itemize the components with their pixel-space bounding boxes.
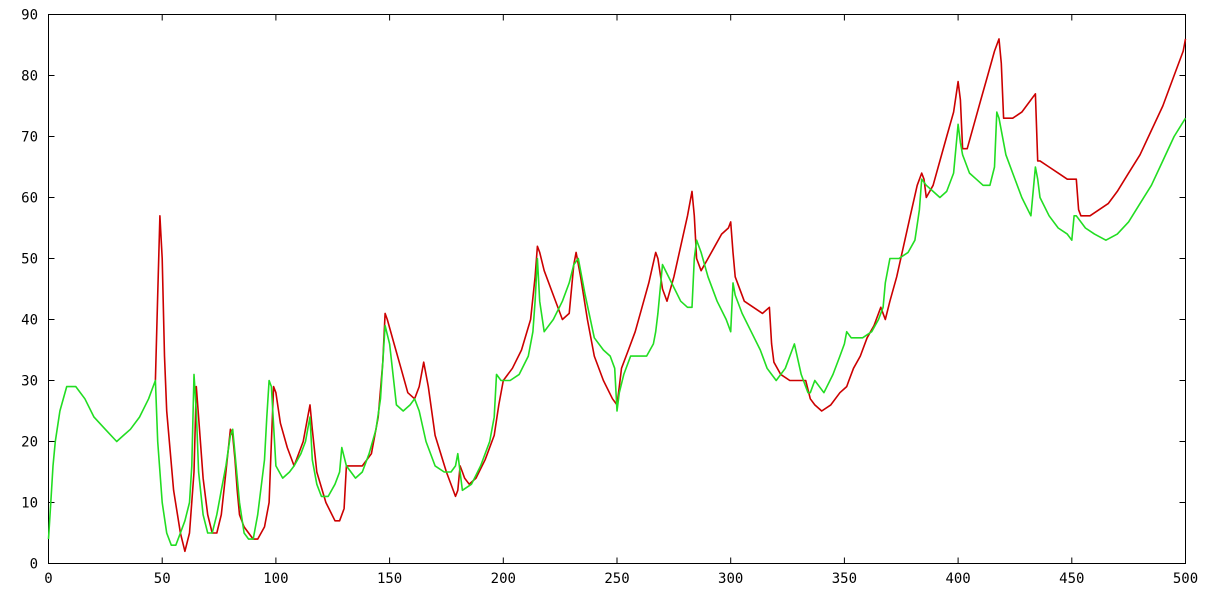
y-tick-label: 80: [21, 69, 38, 85]
y-tick-label: 30: [21, 374, 38, 390]
x-tick-label: 100: [263, 571, 288, 587]
x-tick-label: 400: [945, 571, 970, 587]
x-tick-label: 350: [832, 571, 857, 587]
x-tick-label: 450: [1059, 571, 1084, 587]
y-tick-label: 70: [21, 130, 38, 146]
y-tick-label: 40: [21, 313, 38, 329]
x-tick-label: 50: [154, 571, 171, 587]
series-line-red: [154, 38, 1187, 553]
series-group: [47, 38, 1187, 553]
x-tick-label: 200: [491, 571, 516, 587]
x-tick-label: 0: [44, 571, 52, 587]
y-tick-label: 0: [30, 557, 38, 573]
y-tick-label: 60: [21, 191, 38, 207]
x-tick-label: 250: [604, 571, 629, 587]
series-line-green: [47, 111, 1187, 547]
y-tick-label: 90: [21, 8, 38, 24]
x-tick-label: 300: [718, 571, 743, 587]
y-tick-label: 10: [21, 496, 38, 512]
x-tick-label: 500: [1173, 571, 1198, 587]
x-tick-label: 150: [377, 571, 402, 587]
plot-frame: [48, 14, 1186, 564]
axis-ticks: 0 50 100 150 200 250 300 350 400 450 500 0 10 20 30 40 5…: [21, 8, 1198, 588]
y-tick-label: 50: [21, 252, 38, 268]
y-tick-label: 20: [21, 435, 38, 451]
